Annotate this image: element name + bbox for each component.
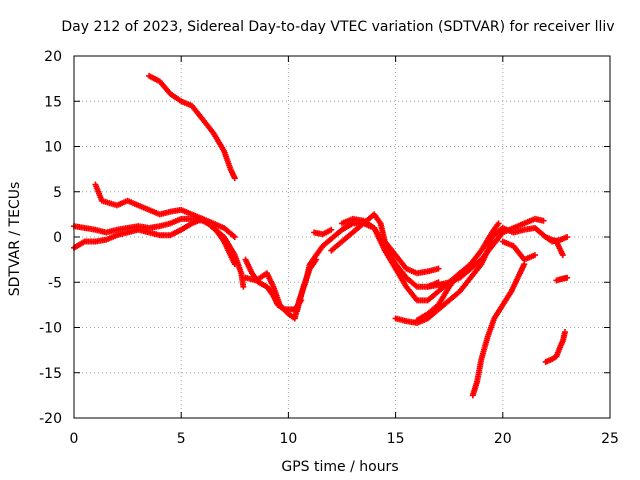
data-point (231, 261, 238, 268)
data-point (231, 234, 238, 240)
series-trace-k (392, 238, 498, 326)
series-trace-g (293, 256, 320, 315)
data-point (240, 283, 247, 290)
series-trace-p (499, 238, 538, 263)
y-tick-label: -20 (39, 411, 62, 427)
y-tick-label: 20 (44, 49, 62, 65)
y-tick-label: 5 (53, 185, 62, 201)
series-trace-j (339, 215, 474, 304)
x-axis-ticks: 0 5 10 15 20 25 (70, 56, 619, 447)
x-tick-label: 0 (70, 431, 79, 447)
data-point (540, 217, 547, 224)
series-trace-m (424, 215, 547, 290)
y-tick-label: 15 (44, 94, 62, 110)
data-point (559, 252, 566, 259)
x-tick-label: 10 (279, 431, 297, 447)
series-trace-h (311, 226, 335, 238)
data-point (495, 220, 502, 227)
chart-title: Day 212 of 2023, Sidereal Day-to-day VTE… (61, 19, 614, 35)
y-tick-label: -10 (39, 321, 62, 337)
data-points (71, 72, 571, 399)
series-trace-c (71, 215, 238, 268)
series-trace-s (553, 274, 571, 284)
data-point (231, 175, 238, 182)
series-trace-d (71, 215, 238, 251)
x-axis-label: GPS time / hours (281, 459, 398, 475)
data-point (435, 265, 442, 272)
y-tick-label: 0 (53, 230, 62, 246)
data-point (328, 226, 335, 233)
data-point (564, 234, 571, 240)
x-tick-label: 15 (387, 431, 405, 447)
x-tick-label: 25 (601, 431, 619, 447)
x-tick-label: 20 (494, 431, 512, 447)
data-point (531, 252, 538, 259)
y-axis-ticks: -20 -15 -10 -5 0 5 10 15 20 (39, 49, 610, 427)
series-trace-n (469, 261, 528, 399)
series-trace-r (542, 329, 568, 365)
grid (74, 56, 610, 418)
x-tick-label: 5 (177, 431, 186, 447)
data-point (564, 274, 571, 281)
data-point (561, 329, 568, 336)
y-tick-label: -15 (39, 366, 62, 382)
y-tick-label: -5 (48, 275, 62, 291)
series-trace-q (542, 234, 571, 245)
data-point (313, 256, 320, 263)
series-trace-a (146, 72, 238, 182)
y-axis-label: SDTVAR / TECUs (7, 182, 23, 297)
y-tick-label: 10 (44, 140, 62, 156)
